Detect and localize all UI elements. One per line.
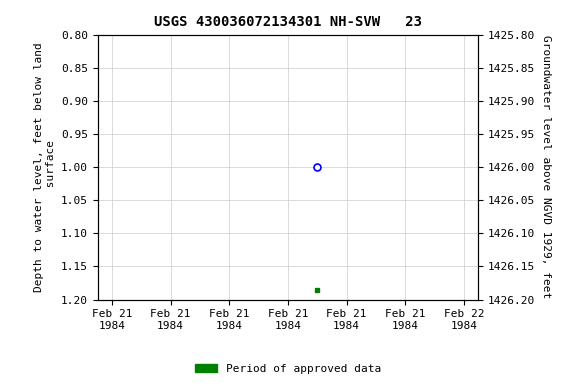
Title: USGS 430036072134301 NH-SVW   23: USGS 430036072134301 NH-SVW 23 [154,15,422,29]
Y-axis label: Depth to water level, feet below land
 surface: Depth to water level, feet below land su… [34,42,56,292]
Y-axis label: Groundwater level above NGVD 1929, feet: Groundwater level above NGVD 1929, feet [541,35,551,299]
Legend: Period of approved data: Period of approved data [191,359,385,379]
